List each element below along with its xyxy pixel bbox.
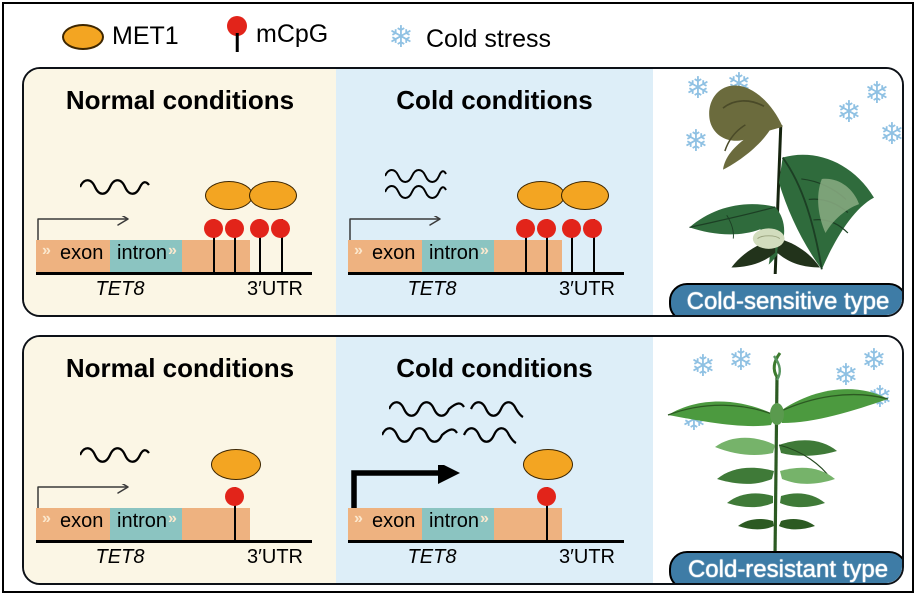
svg-text:❄: ❄ (388, 22, 413, 54)
